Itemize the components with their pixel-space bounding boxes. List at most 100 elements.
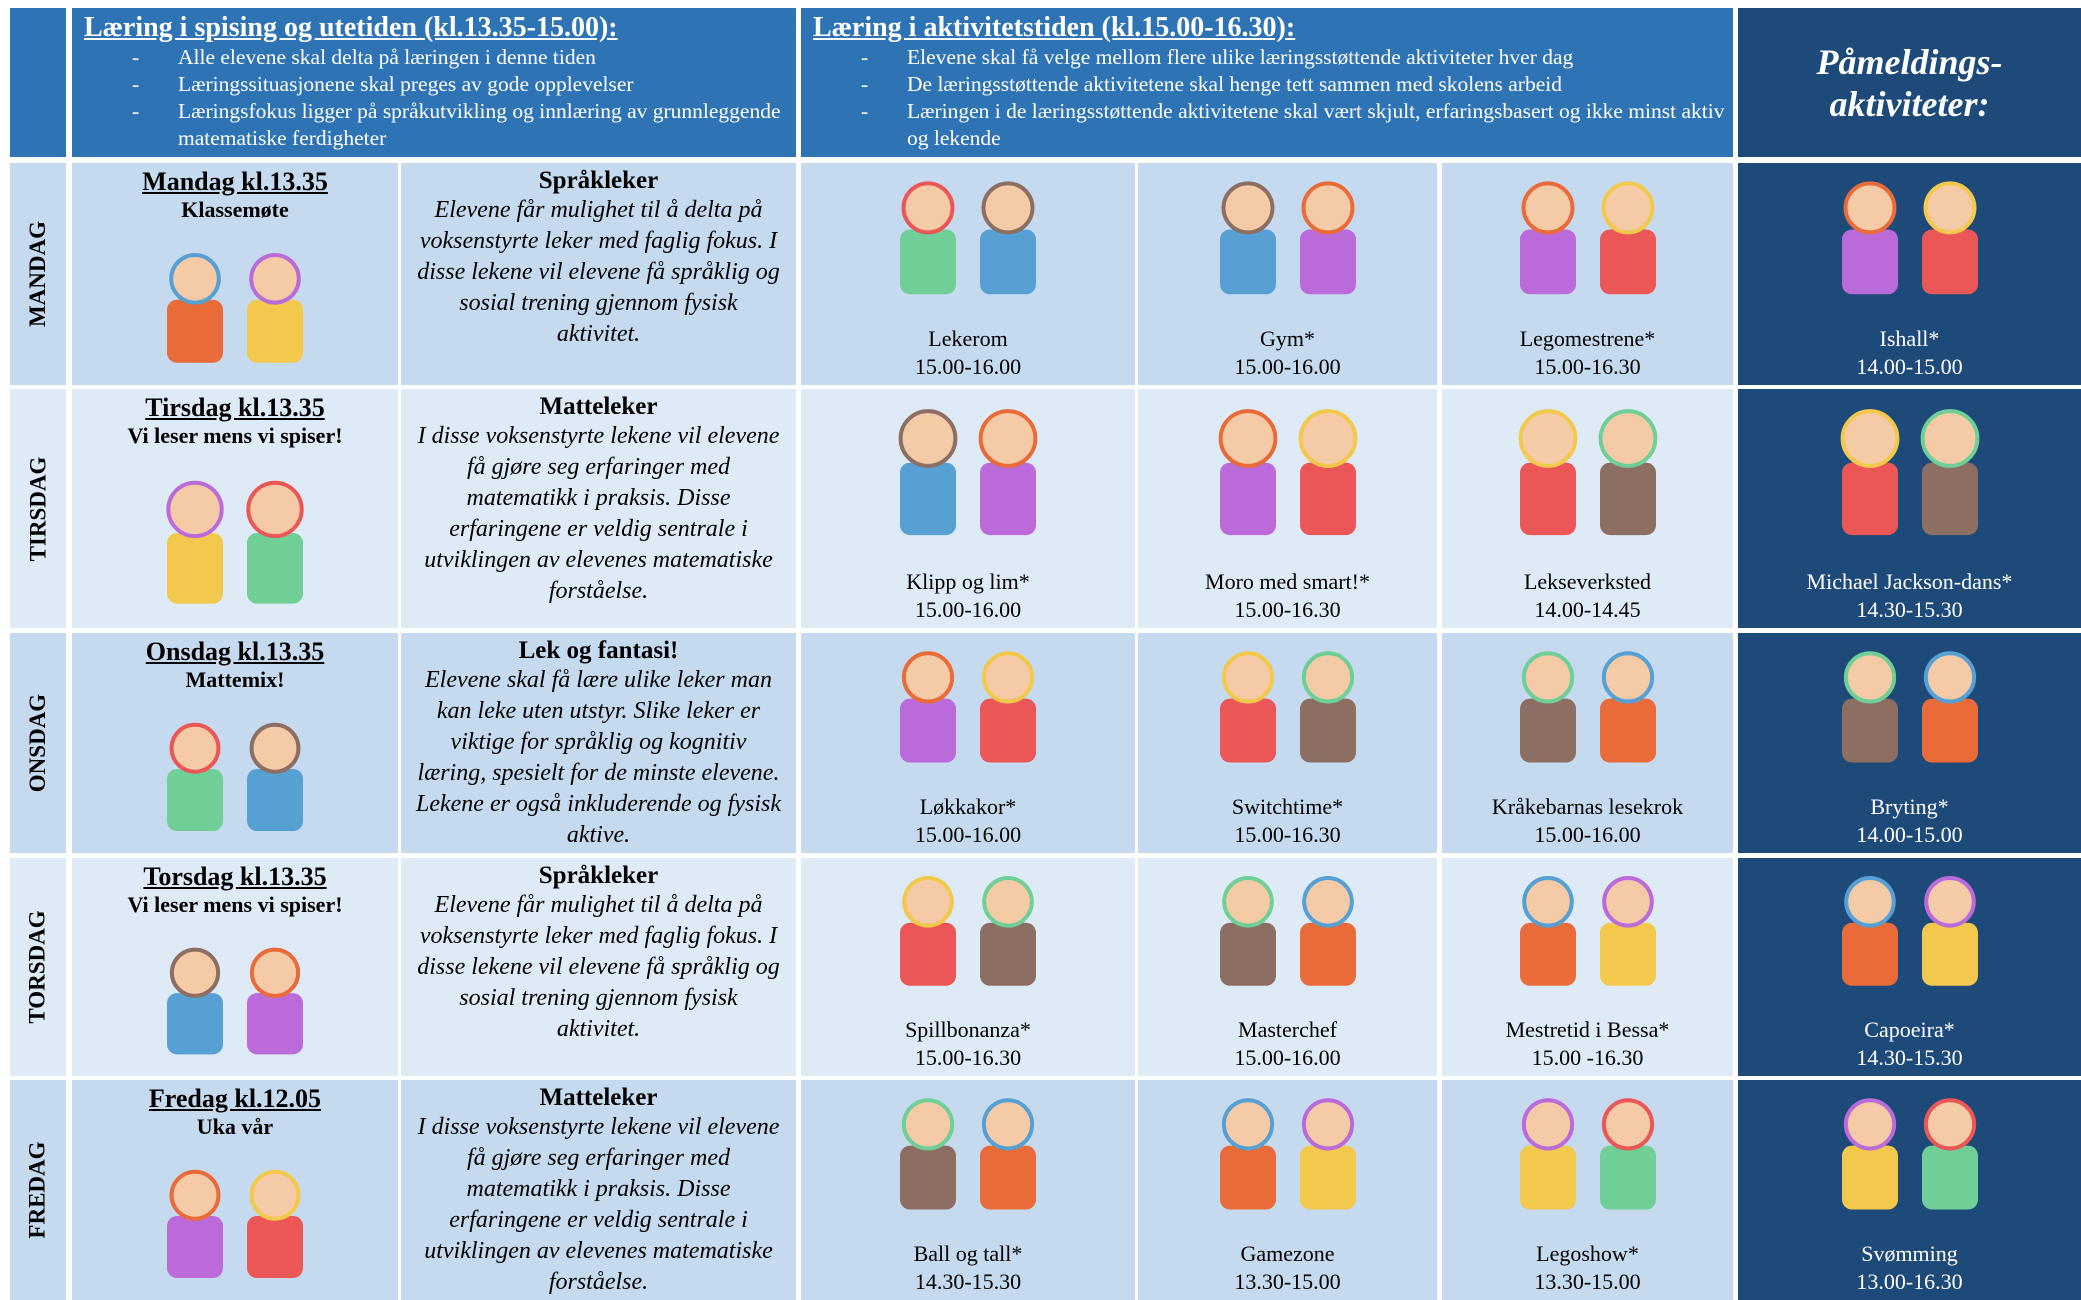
lunch-title: Tirsdag kl.13.35: [145, 393, 325, 422]
bullet: Elevene skal få velge mellom flere ulike…: [861, 44, 1733, 71]
day-name: ONSDAG: [25, 693, 50, 793]
activity-name: Mestretid i Bessa*: [1505, 1017, 1670, 1042]
lunch-title: Mandag kl.13.35: [142, 167, 328, 196]
illustration: [1219, 1098, 1356, 1210]
activity-caption: Ball og tall* 14.30-15.30: [801, 1240, 1135, 1296]
activity-cell: Gym* 15.00-16.00: [1138, 163, 1437, 385]
signup-cell: Bryting* 14.00-15.00: [1738, 633, 2081, 853]
activity-time: 15.00-16.00: [914, 354, 1022, 379]
illustration: [167, 253, 303, 363]
day-label: TORSDAG: [10, 858, 66, 1076]
day-name: MANDAG: [25, 220, 51, 328]
signup-cell: Svømming 13.00-16.30: [1738, 1080, 2081, 1300]
activity-caption: Moro med smart!* 15.00-16.30: [1138, 568, 1437, 624]
header-spacer: [10, 8, 66, 157]
signup-name: Capoeira*: [1864, 1017, 1955, 1042]
activity-time: 15.00-16.00: [914, 822, 1022, 847]
bullet-list: Elevene skal få velge mellom flere ulike…: [801, 44, 1733, 152]
illustration: [1841, 181, 1978, 295]
activity-caption: Switchtime* 15.00-16.30: [1138, 793, 1437, 849]
theme-cell: Matteleker I disse voksenstyrte lekene vi…: [401, 389, 796, 628]
bullet: Læringssituasjonene skal preges av gode …: [132, 71, 796, 98]
theme-title: Språkleker: [538, 862, 659, 889]
bullet: Læringen i de læringsstøttende aktivitet…: [861, 98, 1733, 152]
activity-caption: Klipp og lim* 15.00-16.00: [801, 568, 1135, 624]
activity-caption: Lekseverksted 14.00-14.45: [1442, 568, 1733, 624]
activity-time: 15.00 -16.30: [1531, 1045, 1644, 1070]
lunch-title: Torsdag kl.13.35: [143, 862, 327, 891]
day-label: TIRSDAG: [10, 389, 66, 628]
theme-title: Matteleker: [539, 393, 658, 420]
theme-title: Matteleker: [539, 1084, 658, 1111]
day-label: ONSDAG: [10, 633, 66, 853]
day-label: MANDAG: [10, 163, 66, 385]
illustration: [1841, 1098, 1978, 1210]
activity-time: 15.00-16.00: [1234, 1045, 1341, 1070]
theme-title: Lek og fantasi!: [518, 637, 679, 664]
theme-cell: Matteleker I disse voksenstyrte lekene vi…: [401, 1080, 796, 1300]
lunch-cell: Torsdag kl.13.35 Vi leser mens vi spiser!: [72, 858, 398, 1076]
activity-name: Ball og tall*: [913, 1241, 1023, 1266]
activity-cell: Lekerom 15.00-16.00: [801, 163, 1135, 385]
theme-text: Elevene får mulighet til å delta på voks…: [417, 892, 780, 1042]
illustration: [1519, 876, 1656, 986]
activity-caption: Gamezone 13.30-15.00: [1138, 1240, 1437, 1296]
signup-cell: Michael Jackson-dans* 14.30-15.30: [1738, 389, 2081, 628]
signup-caption: Capoeira* 14.30-15.30: [1738, 1016, 2081, 1072]
illustration: [1219, 181, 1356, 295]
activity-time: 14.30-15.30: [914, 1269, 1022, 1294]
signup-cell: Capoeira* 14.30-15.30: [1738, 858, 2081, 1076]
activity-name: Legomestrene*: [1519, 326, 1656, 351]
activity-cell: Kråkebarnas lesekrok 15.00-16.00: [1442, 633, 1733, 853]
theme-text: I disse voksenstyrte lekene vil elevene …: [417, 423, 780, 604]
illustration: [1219, 876, 1356, 986]
illustration: [167, 722, 303, 832]
activity-cell: Løkkakor* 15.00-16.00: [801, 633, 1135, 853]
illustration: [1841, 876, 1978, 986]
activity-caption: Mestretid i Bessa* 15.00 -16.30: [1442, 1016, 1733, 1072]
lunch-title: Fredag kl.12.05: [148, 1084, 322, 1113]
activity-time: 15.00-16.30: [914, 1045, 1022, 1070]
illustration: [1841, 651, 1978, 763]
theme-text: Elevene skal få lære ulike leker man kan…: [415, 667, 781, 848]
signup-cell: Ishall* 14.00-15.00: [1738, 163, 2081, 385]
activity-cell: Legoshow* 13.30-15.00: [1442, 1080, 1733, 1300]
activity-caption: Løkkakor* 15.00-16.00: [801, 793, 1135, 849]
activity-name: Kråkebarnas lesekrok: [1491, 794, 1684, 819]
lunch-cell: Tirsdag kl.13.35 Vi leser mens vi spiser!: [72, 389, 398, 628]
activity-name: Masterchef: [1238, 1017, 1337, 1042]
illustration: [1219, 651, 1356, 763]
illustration: [1519, 1098, 1656, 1210]
lunch-subtitle: Uka vår: [196, 1114, 274, 1139]
illustration: [900, 876, 1036, 986]
lunch-title: Onsdag kl.13.35: [145, 637, 325, 666]
signup-time: 14.00-15.00: [1856, 822, 1963, 847]
signup-time: 13.00-16.30: [1856, 1269, 1963, 1294]
illustration: [167, 1169, 303, 1279]
activity-time: 13.30-15.00: [1534, 1269, 1641, 1294]
illustration: [166, 480, 304, 604]
activity-cell: Moro med smart!* 15.00-16.30: [1138, 389, 1437, 628]
activity-name: Lekseverksted: [1523, 569, 1652, 594]
activity-cell: Mestretid i Bessa* 15.00 -16.30: [1442, 858, 1733, 1076]
lunch-cell: Fredag kl.12.05 Uka vår: [72, 1080, 398, 1300]
activity-time: 15.00-16.00: [1534, 822, 1641, 847]
activity-time: 15.00-16.00: [1234, 354, 1341, 379]
signup-time: 14.00-15.00: [1856, 354, 1963, 379]
signup-caption: Ishall* 14.00-15.00: [1738, 325, 2081, 381]
activity-caption: Gym* 15.00-16.00: [1138, 325, 1437, 381]
theme-cell: Lek og fantasi! Elevene skal få lære ulik…: [401, 633, 796, 853]
activity-name: Gamezone: [1240, 1241, 1335, 1266]
activity-cell: Masterchef 15.00-16.00: [1138, 858, 1437, 1076]
activity-time: 15.00-16.30: [1534, 354, 1641, 379]
lunch-subtitle: Mattemix!: [185, 667, 285, 692]
activity-caption: Legoshow* 13.30-15.00: [1442, 1240, 1733, 1296]
theme-text: Elevene får mulighet til å delta på voks…: [417, 197, 780, 347]
header-title: Læring i aktivitetstiden (kl.15.00-16.30…: [813, 12, 1296, 43]
illustration: [898, 409, 1038, 536]
signup-caption: Svømming 13.00-16.30: [1738, 1240, 2081, 1296]
signup-name: Svømming: [1861, 1241, 1958, 1266]
header-activity: Læring i aktivitetstiden (kl.15.00-16.30…: [801, 8, 1733, 157]
signup-heading: Påmeldings-: [1816, 41, 2003, 82]
